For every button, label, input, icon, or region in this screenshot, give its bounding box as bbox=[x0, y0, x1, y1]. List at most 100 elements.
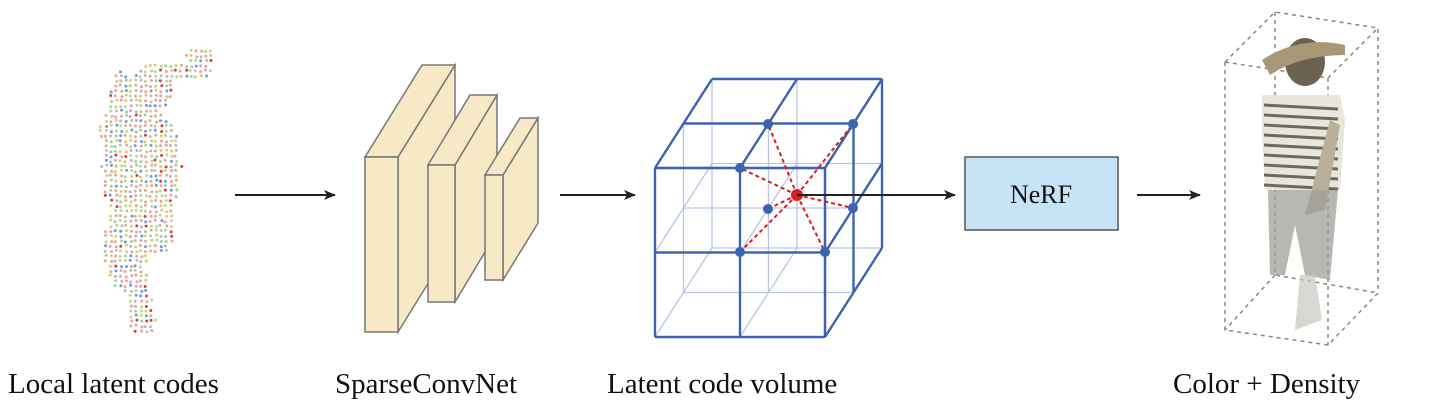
latent-code-point bbox=[185, 68, 189, 72]
latent-code-point bbox=[110, 114, 114, 118]
latent-code-point bbox=[129, 148, 133, 152]
latent-code-point bbox=[118, 150, 122, 154]
latent-code-point bbox=[138, 230, 142, 234]
latent-code-point bbox=[153, 158, 157, 162]
latent-code-point bbox=[103, 193, 107, 197]
latent-code-point bbox=[189, 48, 193, 52]
latent-code-point bbox=[114, 173, 118, 177]
latent-code-point bbox=[123, 215, 127, 219]
latent-code-point bbox=[140, 299, 144, 303]
latent-code-point bbox=[108, 160, 112, 164]
latent-code-point bbox=[144, 278, 148, 282]
latent-code-point bbox=[153, 63, 157, 67]
latent-code-point bbox=[130, 169, 134, 173]
latent-code-point bbox=[123, 175, 127, 179]
latent-code-point bbox=[165, 74, 169, 78]
latent-code-point bbox=[168, 199, 172, 203]
latent-code-point bbox=[119, 244, 123, 248]
latent-code-point bbox=[155, 155, 159, 159]
nerf-label: NeRF bbox=[1010, 180, 1072, 209]
latent-code-point bbox=[135, 224, 139, 228]
latent-code-point bbox=[120, 224, 124, 228]
latent-code-point bbox=[159, 94, 163, 98]
latent-code-point bbox=[150, 238, 154, 242]
latent-code-point bbox=[145, 319, 149, 323]
latent-code-point bbox=[124, 140, 128, 144]
latent-code-point bbox=[128, 94, 132, 98]
latent-code-point bbox=[133, 144, 137, 148]
latent-code-point bbox=[110, 169, 114, 173]
latent-code-point bbox=[189, 53, 193, 57]
latent-code-point bbox=[114, 184, 118, 188]
latent-code-point bbox=[169, 203, 173, 207]
latent-code-point bbox=[109, 163, 113, 167]
latent-code-point bbox=[129, 309, 133, 313]
latent-code-point bbox=[118, 143, 122, 147]
latent-code-point bbox=[150, 184, 154, 188]
latent-code-point bbox=[110, 234, 114, 238]
latent-code-point bbox=[143, 79, 147, 83]
latent-code-point bbox=[133, 198, 137, 202]
latent-code-point bbox=[164, 248, 168, 252]
latent-code-point bbox=[159, 148, 163, 152]
latent-code-point bbox=[130, 229, 134, 233]
latent-code-point bbox=[143, 140, 147, 144]
latent-code-point bbox=[169, 88, 173, 92]
latent-code-point bbox=[113, 145, 117, 149]
latent-code-point bbox=[170, 184, 174, 188]
latent-code-point bbox=[143, 245, 147, 249]
latent-code-point bbox=[133, 264, 137, 268]
latent-code-point bbox=[138, 164, 142, 168]
latent-code-point bbox=[148, 128, 152, 132]
latent-code-point bbox=[149, 179, 153, 183]
latent-code-point bbox=[138, 175, 142, 179]
latent-code-point bbox=[149, 214, 153, 218]
latent-code-point bbox=[134, 323, 138, 327]
leg bbox=[1295, 275, 1322, 330]
latent-code-point bbox=[114, 105, 118, 109]
interpolation-line bbox=[796, 194, 826, 253]
latent-code-point bbox=[174, 174, 178, 178]
latent-code-point bbox=[129, 224, 133, 228]
latent-code-point bbox=[113, 240, 117, 244]
latent-code-point bbox=[118, 205, 122, 209]
latent-code-point bbox=[130, 250, 134, 254]
latent-code-point bbox=[135, 258, 139, 262]
latent-code-point bbox=[103, 190, 107, 194]
latent-code-point bbox=[134, 234, 138, 238]
latent-code-point bbox=[125, 143, 129, 147]
latent-code-point bbox=[119, 189, 123, 193]
latent-code-point bbox=[159, 165, 163, 169]
latent-code-point bbox=[115, 223, 119, 227]
latent-code-point bbox=[144, 90, 148, 94]
latent-code-point bbox=[165, 224, 169, 228]
latent-code-point bbox=[204, 54, 208, 58]
latent-code-point bbox=[119, 98, 123, 102]
latent-code-point bbox=[169, 193, 173, 197]
latent-code-point bbox=[133, 329, 137, 333]
latent-code-point bbox=[134, 98, 138, 102]
latent-code-point bbox=[159, 245, 163, 249]
latent-code-point bbox=[145, 169, 149, 173]
latent-code-point bbox=[150, 163, 154, 167]
latent-code-point bbox=[199, 74, 203, 78]
latent-code-point bbox=[130, 274, 134, 278]
latent-code-point bbox=[108, 273, 112, 277]
latent-code-point bbox=[104, 244, 108, 248]
latent-code-point bbox=[143, 188, 147, 192]
latent-code-point bbox=[124, 84, 128, 88]
latent-code-point bbox=[124, 275, 128, 279]
latent-code-point bbox=[114, 129, 118, 133]
latent-code-point bbox=[149, 314, 153, 318]
latent-code-point bbox=[109, 188, 113, 192]
latent-code-point bbox=[134, 293, 138, 297]
latent-code-point bbox=[135, 254, 139, 258]
latent-code-point bbox=[169, 209, 173, 213]
latent-code-point bbox=[163, 179, 167, 183]
latent-code-point bbox=[130, 118, 134, 122]
latent-code-point bbox=[100, 164, 104, 168]
latent-code-point bbox=[134, 218, 138, 222]
latent-code-point bbox=[154, 98, 158, 102]
latent-code-point bbox=[109, 140, 113, 144]
latent-code-point bbox=[104, 158, 108, 162]
